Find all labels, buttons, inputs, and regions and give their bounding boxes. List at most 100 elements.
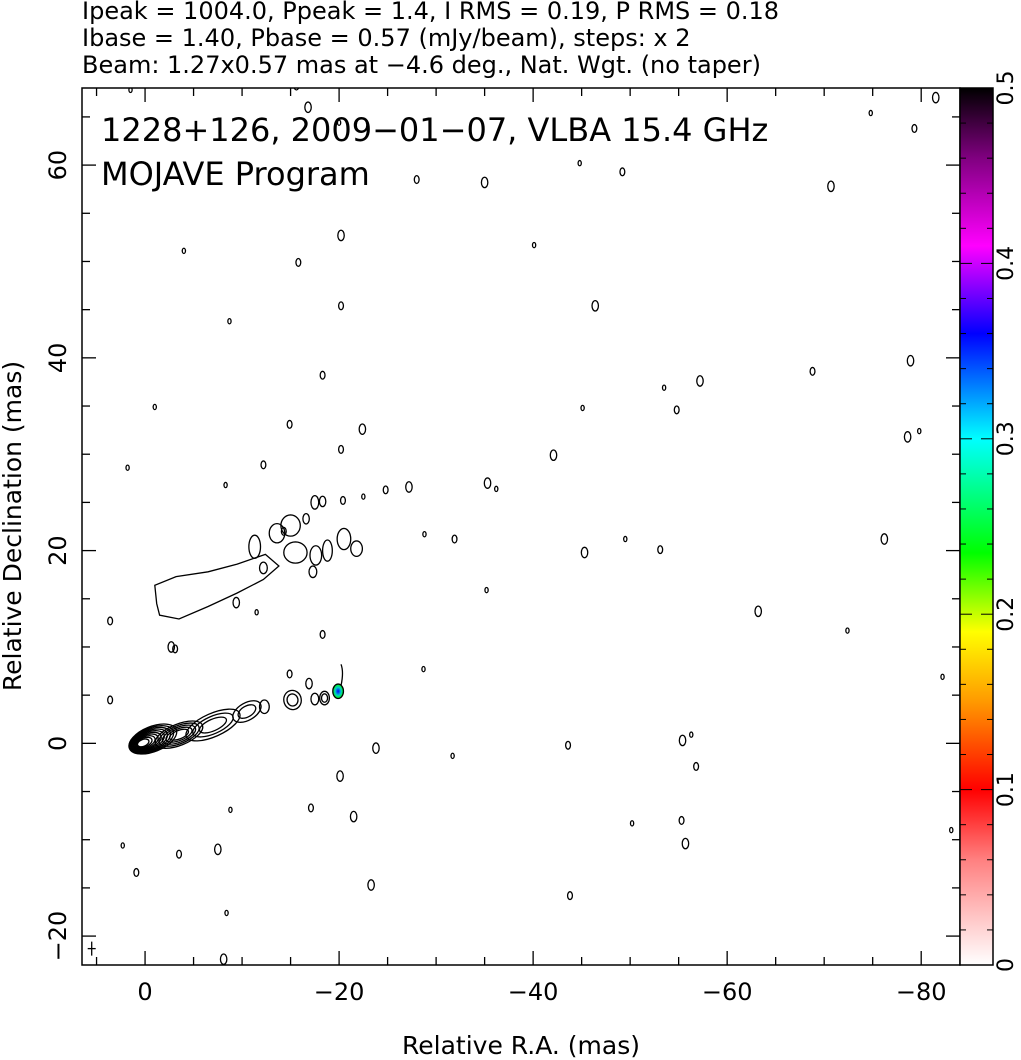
lobe-patch-contour bbox=[280, 514, 301, 537]
x-tick-label: −60 bbox=[702, 978, 753, 1006]
noise-island-contour bbox=[224, 909, 229, 917]
noise-island-contour bbox=[319, 629, 326, 639]
noise-island-contour bbox=[809, 366, 816, 376]
noise-island-contour bbox=[931, 91, 940, 104]
chart-title: 1228+126, 2009−01−07, VLBA 15.4 GHz bbox=[101, 111, 768, 149]
axis-ticks: 0 −20 −40 −60 −80 −20 0 20 40 60 bbox=[44, 88, 960, 1006]
colorbar bbox=[959, 87, 994, 966]
noise-island-contour bbox=[125, 464, 130, 471]
noise-island-contour bbox=[483, 477, 492, 489]
jet-knot-contour bbox=[192, 712, 234, 738]
noise-island-contour bbox=[689, 731, 694, 738]
lobe-patch-contour bbox=[283, 541, 308, 564]
jet-knot-contour bbox=[286, 693, 299, 707]
noise-island-contour bbox=[421, 665, 426, 673]
noise-island-contour bbox=[868, 109, 873, 117]
y-axis-label: Relative Declination (mas) bbox=[0, 361, 27, 691]
noise-island-contour bbox=[661, 384, 667, 391]
x-tick-label: −20 bbox=[314, 978, 365, 1006]
jet-knot-contour bbox=[237, 704, 257, 719]
lobe-patch-contour bbox=[336, 527, 352, 551]
x-axis-label: Relative R.A. (mas) bbox=[402, 1031, 640, 1060]
core-contour bbox=[134, 735, 156, 750]
noise-island-contour bbox=[302, 512, 310, 525]
y-tick-label: 20 bbox=[44, 535, 72, 566]
noise-island-contour bbox=[577, 159, 582, 167]
colorbar-tick-label: 0.4 bbox=[994, 246, 1019, 281]
noise-island-contour bbox=[318, 495, 327, 508]
y-tick-label: −20 bbox=[44, 911, 72, 962]
lobe-patch-contour bbox=[321, 539, 333, 562]
noise-island-contour bbox=[673, 405, 680, 415]
colorbar-tick-label: 0.3 bbox=[994, 421, 1019, 456]
noise-island-contour bbox=[565, 740, 572, 750]
noise-island-contour bbox=[286, 669, 293, 679]
jet-knot-contour bbox=[258, 699, 270, 715]
noise-island-contour bbox=[223, 481, 228, 489]
noise-island-contour bbox=[451, 534, 458, 544]
noise-island-contour bbox=[260, 460, 267, 470]
jet-knot-contour bbox=[165, 726, 193, 743]
noise-island-contour bbox=[580, 404, 585, 412]
noise-island-contour bbox=[591, 299, 600, 312]
noise-island-contour bbox=[307, 803, 315, 813]
noise-island-contour bbox=[903, 431, 912, 443]
noise-island-contour bbox=[566, 891, 574, 901]
core-contour bbox=[132, 730, 165, 752]
x-tick-label: −80 bbox=[896, 978, 947, 1006]
noise-island-contour bbox=[133, 867, 140, 878]
y-tick-label: 60 bbox=[44, 150, 72, 181]
noise-island-contour bbox=[227, 317, 232, 325]
x-tick-label: −40 bbox=[508, 978, 559, 1006]
header-line-2: Ibase = 1.40, Pbase = 0.57 (mJy/beam), s… bbox=[82, 24, 691, 52]
colorbar-ticks: 0 0.1 0.2 0.3 0.4 0.5 bbox=[960, 71, 1019, 972]
jet-tail-contour bbox=[340, 664, 344, 686]
noise-island-contour bbox=[619, 167, 626, 177]
noise-island-contour bbox=[232, 596, 241, 609]
header-line-1: Ipeak = 1004.0, Ppeak = 1.4, I RMS = 0.1… bbox=[82, 0, 779, 25]
jet-knot-contour bbox=[319, 690, 331, 706]
noise-island-contour bbox=[845, 627, 850, 634]
noise-island-contour bbox=[372, 742, 380, 755]
noise-island-contour bbox=[219, 953, 228, 965]
noise-island-contour bbox=[280, 526, 287, 536]
lobe-patch-contour bbox=[268, 522, 286, 544]
noise-island-contour bbox=[304, 101, 312, 114]
noise-island-contour bbox=[167, 641, 176, 653]
noise-island-contour bbox=[172, 644, 179, 654]
noise-island-contour bbox=[678, 815, 685, 825]
jet-knot-contour bbox=[310, 692, 320, 706]
noise-island-contour bbox=[128, 88, 133, 94]
noise-island-contour bbox=[754, 605, 763, 618]
noise-island-contour bbox=[361, 493, 366, 500]
noise-island-contour bbox=[405, 481, 413, 493]
polarization-blob bbox=[332, 683, 345, 700]
noise-island-contour bbox=[827, 180, 835, 193]
noise-island-contour bbox=[696, 375, 704, 387]
noise-island-contour bbox=[949, 826, 954, 834]
y-tick-label: 0 bbox=[44, 736, 72, 751]
noise-island-contour bbox=[678, 734, 687, 747]
chart-subtitle: MOJAVE Program bbox=[101, 155, 370, 193]
header-line-3: Beam: 1.27x0.57 mas at −4.6 deg., Nat. W… bbox=[82, 51, 761, 79]
noise-island-contour bbox=[107, 616, 114, 626]
noise-island-contour bbox=[382, 485, 389, 495]
noise-island-contour bbox=[213, 843, 222, 856]
jet-knot-contour bbox=[185, 708, 241, 742]
noise-island-contour bbox=[286, 419, 293, 429]
noise-island-contour bbox=[413, 175, 420, 185]
jet-knot-contour bbox=[320, 693, 329, 703]
noise-island-contour bbox=[940, 673, 945, 681]
noise-island-contour bbox=[531, 241, 537, 249]
noise-island-contour bbox=[580, 546, 589, 559]
noise-island-contour bbox=[319, 370, 326, 380]
colorbar-tick-label: 0 bbox=[994, 958, 1019, 972]
noise-island-contour bbox=[629, 820, 635, 827]
noise-island-contour bbox=[336, 770, 344, 782]
core-contour bbox=[130, 726, 172, 754]
noise-island-contour bbox=[657, 545, 664, 555]
noise-island-contour bbox=[549, 449, 558, 462]
noise-island-contour bbox=[349, 810, 358, 823]
x-tick-label: 0 bbox=[137, 978, 152, 1006]
